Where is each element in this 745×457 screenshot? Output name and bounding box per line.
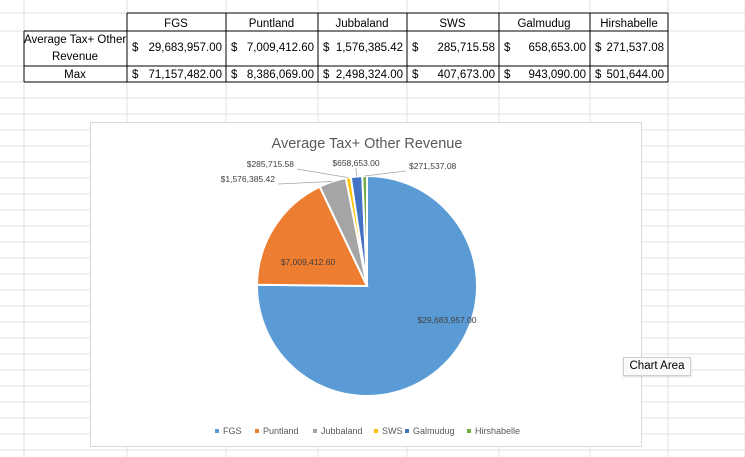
table-cell-value[interactable]: 407,673.00 [437,69,495,81]
cell-currency-symbol: $ [595,42,602,54]
table-cell-value[interactable]: 7,009,412.60 [246,42,314,54]
table-cell-value[interactable]: 658,653.00 [528,42,586,54]
legend-marker-galmudug [405,429,409,433]
data-label-hirshabelle[interactable]: $271,537.08 [409,161,457,171]
data-label-jubbaland[interactable]: $1,576,385.42 [221,174,276,184]
chart-area-tooltip: Chart Area [623,357,691,376]
table-cell-value[interactable]: 2,498,324.00 [335,69,403,81]
leader-line-jubbaland [277,181,333,185]
cell-currency-symbol: $ [323,42,330,54]
row-label-average-line1[interactable]: Average Tax+ Other [24,34,127,46]
header-sws[interactable]: SWS [439,18,466,30]
data-label-sws[interactable]: $285,715.58 [247,159,295,169]
table-cell-value[interactable]: 285,715.58 [437,42,495,54]
header-fgs[interactable]: FGS [164,18,188,30]
table-cell-value[interactable]: 943,090.00 [528,69,586,81]
legend-item-sws[interactable]: SWS [382,426,403,436]
header-galmudug[interactable]: Galmudug [517,18,571,30]
leader-line-hirshabelle [364,170,407,177]
legend-item-fgs[interactable]: FGS [223,426,242,436]
cell-currency-symbol: $ [504,42,511,54]
data-label-fgs[interactable]: $29,683,957.00 [417,315,476,325]
chart-area[interactable]: Average Tax+ Other Revenue $29,683,957.0… [90,122,642,447]
table-cell-value[interactable]: 29,683,957.00 [148,42,222,54]
legend-marker-fgs [215,429,219,433]
table-cell-value[interactable]: 71,157,482.00 [148,69,222,81]
leader-line-galmudug [355,167,357,177]
legend-marker-puntland [255,429,259,433]
cell-currency-symbol: $ [504,69,511,81]
table-cell-value[interactable]: 1,576,385.42 [335,42,403,54]
header-puntland[interactable]: Puntland [248,18,295,30]
row-label-max[interactable]: Max [64,69,86,81]
data-label-galmudug[interactable]: $658,653.00 [332,158,380,168]
table-cell-value[interactable]: 8,386,069.00 [246,69,314,81]
cell-currency-symbol: $ [231,69,238,81]
cell-currency-symbol: $ [412,69,419,81]
row-label-average-line2: Revenue [51,51,99,63]
data-label-puntland[interactable]: $7,009,412.60 [281,257,336,267]
cell-currency-symbol: $ [412,42,419,54]
legend-item-hirshabelle[interactable]: Hirshabelle [475,426,520,436]
cell-currency-symbol: $ [323,69,330,81]
legend-marker-sws [374,429,378,433]
table-cell-value[interactable]: 271,537.08 [606,42,664,54]
legend-item-jubbaland[interactable]: Jubbaland [321,426,363,436]
table-cell-value[interactable]: 501,644.00 [606,69,664,81]
cell-currency-symbol: $ [231,42,238,54]
cell-currency-symbol: $ [132,69,139,81]
legend-marker-hirshabelle [467,429,471,433]
legend-item-puntland[interactable]: Puntland [263,426,299,436]
pie-chart[interactable]: Average Tax+ Other Revenue $29,683,957.0… [91,123,643,448]
legend-item-galmudug[interactable]: Galmudug [413,426,455,436]
cell-currency-symbol: $ [132,42,139,54]
legend-marker-jubbaland [313,429,317,433]
header-hirshabelle[interactable]: Hirshabelle [600,18,658,30]
header-jubbaland[interactable]: Jubbaland [335,18,389,30]
leader-line-sws [296,168,349,178]
pie-slice-puntland[interactable] [255,185,369,288]
cell-currency-symbol: $ [595,69,602,81]
chart-title: Average Tax+ Other Revenue [272,136,463,152]
